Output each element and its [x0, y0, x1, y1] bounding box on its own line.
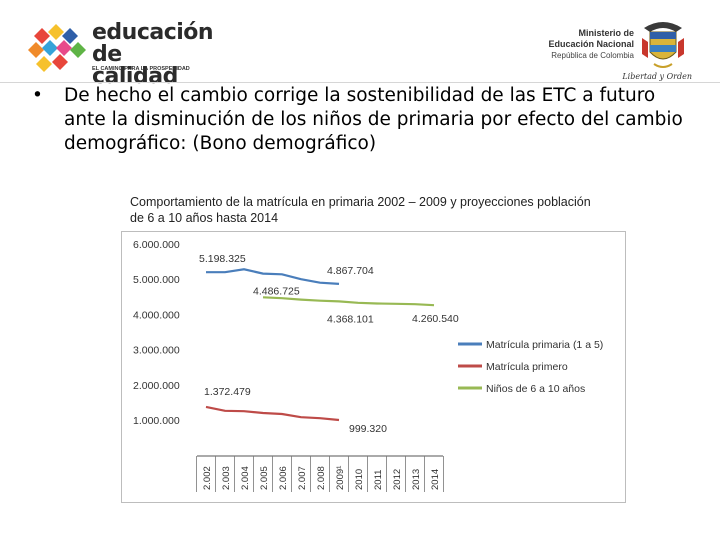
x-tick-label: 2014	[430, 469, 441, 490]
x-tick-label: 2.002	[202, 466, 213, 490]
data-label: 5.198.325	[199, 253, 246, 265]
coat-of-arms-icon	[642, 22, 684, 68]
logo-tagline: EL CAMINO PARA LA PROSPERIDAD	[92, 66, 190, 72]
colored-diamonds-icon	[28, 24, 86, 72]
legend-label: Matrícula primaria (1 a 5)	[486, 339, 603, 351]
y-tick-label: 3.000.000	[133, 345, 180, 357]
bullet-text: De hecho el cambio corrige la sostenibil…	[64, 85, 683, 154]
chart-caption: Comportamiento de la matrícula en primar…	[130, 195, 591, 225]
y-tick-label: 5.000.000	[133, 274, 180, 286]
x-tick-label: 2012	[392, 469, 403, 490]
y-tick-label: 4.000.000	[133, 309, 180, 321]
data-label: 4.368.101	[327, 313, 374, 325]
logo-title-line1: educación	[92, 20, 214, 45]
legend-label: Matrícula primero	[486, 361, 568, 373]
ministry-name: Ministerio de Educación Nacional Repúbli…	[548, 28, 634, 61]
bullet-point: • De hecho el cambio corrige la sostenib…	[32, 84, 702, 156]
series-line	[262, 296, 435, 307]
ministry-line2: Educación Nacional	[548, 39, 634, 49]
educacion-de-calidad-logo: educación de calidad EL CAMINO PARA LA P…	[24, 22, 214, 88]
x-tick-label: 2.004	[240, 466, 251, 490]
ministry-line3: República de Colombia	[551, 51, 634, 60]
x-tick-label: 2010	[354, 469, 365, 490]
ministry-line1: Ministerio de	[578, 28, 634, 38]
x-tick-label: 2011	[373, 470, 384, 490]
x-tick-label: 2.006	[278, 466, 289, 490]
line-chart: 6.000.000 5.000.000 4.000.000 3.000.000 2.00…	[133, 239, 603, 492]
x-tick-label: 2013	[411, 469, 422, 490]
ministerio-educacion-logo: Ministerio de Educación Nacional Repúbli…	[538, 18, 698, 84]
data-label: 999.320	[349, 423, 387, 435]
series-line	[205, 405, 340, 422]
series-line	[206, 268, 340, 285]
y-tick-label: 2.000.000	[133, 380, 180, 392]
data-label: 4.486.725	[253, 285, 300, 297]
x-tick-label: 2.005	[259, 466, 270, 490]
x-tick-label: 2.008	[316, 466, 327, 490]
header-divider	[0, 82, 720, 83]
motto-text: Libertad y Orden	[622, 72, 692, 81]
y-tick-label: 1.000.000	[133, 415, 180, 427]
y-tick-label: 6.000.000	[133, 239, 180, 251]
x-tick-label: 2.003	[221, 466, 232, 490]
bullet-symbol: •	[32, 85, 43, 106]
x-tick-label: 2.007	[297, 466, 308, 490]
legend-label: Niños de 6 a 10 años	[486, 383, 585, 395]
x-tick-label: 2009¹	[335, 466, 346, 490]
data-label: 1.372.479	[204, 386, 251, 398]
data-label: 4.867.704	[327, 265, 374, 277]
chart-frame: 6.000.000 5.000.000 4.000.000 3.000.000 2.00…	[121, 231, 626, 503]
data-label: 4.260.540	[412, 313, 459, 325]
